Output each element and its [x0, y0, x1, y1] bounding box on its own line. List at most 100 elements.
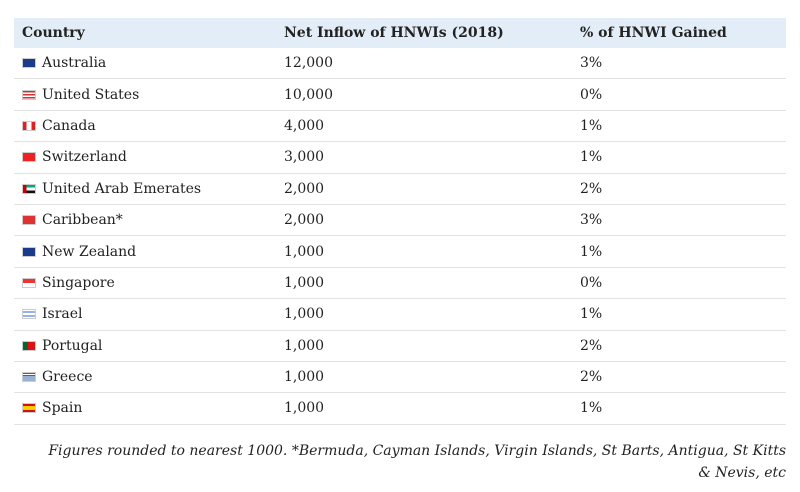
country-cell: Switzerland [14, 141, 276, 174]
cell-text: 1% [580, 243, 603, 260]
value-cell: 2,000 [276, 173, 572, 205]
table-row: Israel 1,000 1% [14, 298, 786, 331]
table-row: Spain 1,000 1% [14, 392, 786, 425]
value-cell: 1,000 [276, 267, 572, 300]
cell-text: Singapore [42, 274, 115, 291]
value-cell: 1,000 [276, 298, 572, 331]
cell-text: 2,000 [284, 180, 325, 197]
cell-text: Spain [42, 400, 83, 417]
flag-icon [22, 89, 36, 100]
cell-text: 12,000 [284, 55, 333, 72]
country-cell: Spain [14, 392, 276, 425]
value-cell: 3% [572, 204, 786, 237]
value-cell: 10,000 [276, 78, 572, 111]
country-cell: Greece [14, 361, 276, 394]
flag-icon [22, 152, 36, 163]
cell-text: Switzerland [42, 149, 127, 166]
value-cell: 3% [572, 48, 786, 80]
cell-text: 10,000 [284, 86, 333, 103]
cell-text: 3% [580, 212, 603, 229]
country-cell: United Arab Emerates [14, 173, 276, 205]
value-cell: 2% [572, 330, 786, 362]
value-cell: 1,000 [276, 330, 572, 362]
flag-icon [22, 277, 36, 288]
country-cell: Australia [14, 48, 276, 80]
flag-icon [22, 120, 36, 131]
cell-text: 2% [580, 337, 603, 354]
cell-text: Portugal [42, 337, 103, 354]
table-row: Caribbean* 2,000 3% [14, 204, 786, 237]
cell-text: United Arab Emerates [42, 180, 202, 197]
footnote: Figures rounded to nearest 1000. *Bermud… [48, 443, 786, 481]
cell-text: 1% [580, 117, 603, 134]
cell-text: 1,000 [284, 243, 325, 260]
column-header: Net Inflow of HNWIs (2018) [276, 18, 572, 48]
value-cell: 3,000 [276, 141, 572, 174]
table-row: Australia 12,000 3% [14, 48, 786, 80]
country-cell: Israel [14, 298, 276, 331]
table-row: United Arab Emerates 2,000 2% [14, 173, 786, 205]
country-cell: Portugal [14, 330, 276, 362]
cell-text: Canada [42, 117, 96, 134]
cell-text: 2% [580, 180, 603, 197]
cell-text: 0% [580, 274, 603, 291]
flag-icon [22, 246, 36, 257]
flag-icon [22, 183, 36, 194]
table-row: New Zealand 1,000 1% [14, 235, 786, 268]
cell-text: 1,000 [284, 369, 325, 386]
cell-text: 2,000 [284, 212, 325, 229]
value-cell: 1,000 [276, 235, 572, 268]
cell-text: 1% [580, 400, 603, 417]
cell-text: 4,000 [284, 117, 325, 134]
table-row: Switzerland 3,000 1% [14, 141, 786, 174]
value-cell: 1% [572, 110, 786, 143]
country-cell: United States [14, 78, 276, 111]
cell-text: 1,000 [284, 306, 325, 323]
cell-text: 1,000 [284, 337, 325, 354]
country-cell: New Zealand [14, 235, 276, 268]
value-cell: 1% [572, 235, 786, 268]
value-cell: 2% [572, 173, 786, 205]
value-cell: 2% [572, 361, 786, 394]
column-header: Country [14, 18, 276, 48]
value-cell: 4,000 [276, 110, 572, 143]
cell-text: United States [42, 86, 140, 103]
column-header: % of HNWI Gained [572, 18, 786, 48]
value-cell: 1% [572, 141, 786, 174]
cell-text: 0% [580, 86, 603, 103]
flag-icon [22, 340, 36, 351]
cell-text: 1,000 [284, 400, 325, 417]
flag-icon [22, 372, 36, 383]
cell-text: 2% [580, 369, 603, 386]
value-cell: 1% [572, 298, 786, 331]
country-cell: Caribbean* [14, 204, 276, 237]
value-cell: 0% [572, 267, 786, 300]
country-cell: Canada [14, 110, 276, 143]
flag-icon [22, 309, 36, 320]
value-cell: 1,000 [276, 361, 572, 394]
table-row: Greece 1,000 2% [14, 361, 786, 394]
cell-text: Israel [42, 306, 83, 323]
country-cell: Singapore [14, 267, 276, 300]
cell-text: Greece [42, 369, 93, 386]
cell-text: 1% [580, 306, 603, 323]
value-cell: 2,000 [276, 204, 572, 237]
data-table: Country Net Inflow of HNWIs (2018)% of HN… [14, 18, 786, 425]
value-cell: 1% [572, 392, 786, 425]
table-row: Portugal 1,000 2% [14, 330, 786, 362]
cell-text: 3% [580, 55, 603, 72]
value-cell: 12,000 [276, 48, 572, 80]
cell-text: Caribbean* [42, 212, 123, 229]
cell-text: 1,000 [284, 274, 325, 291]
value-cell: 1,000 [276, 392, 572, 425]
value-cell: 0% [572, 78, 786, 111]
table-row: Singapore 1,000 0% [14, 267, 786, 300]
header-row: Country Net Inflow of HNWIs (2018)% of HN… [14, 18, 786, 48]
flag-icon [22, 58, 36, 69]
cell-text: 3,000 [284, 149, 325, 166]
cell-text: Australia [42, 55, 107, 72]
table-row: United States 10,000 0% [14, 78, 786, 111]
table-row: Canada 4,000 1% [14, 110, 786, 143]
cell-text: 1% [580, 149, 603, 166]
